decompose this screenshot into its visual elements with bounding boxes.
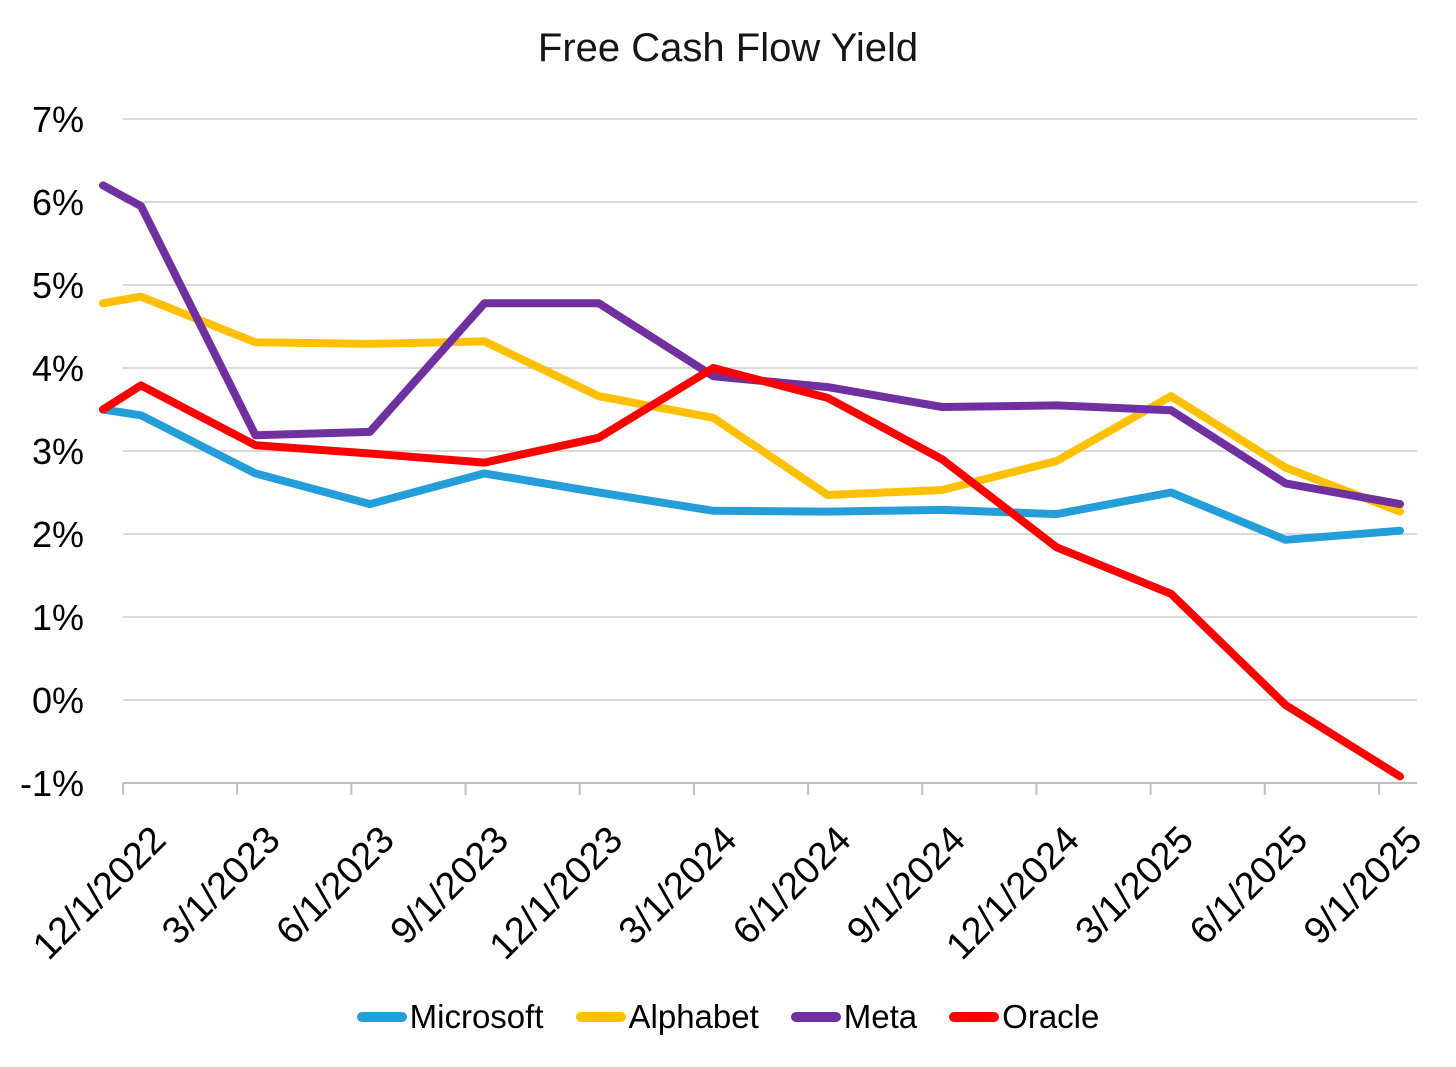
series-line-alphabet xyxy=(99,292,1404,516)
plot-area: 7%6%5%4%3%2%1%0%-1%12/1/20223/1/20236/1/… xyxy=(20,99,1430,968)
y-axis-label: 3% xyxy=(32,431,84,472)
x-axis-label: 3/1/2023 xyxy=(154,819,288,953)
x-axis-label: 12/1/2022 xyxy=(25,819,174,968)
x-axis-label: 9/1/2025 xyxy=(1296,819,1430,953)
x-axis-label: 3/1/2024 xyxy=(611,819,745,953)
x-axis-label: 6/1/2023 xyxy=(268,819,402,953)
y-axis-label: 2% xyxy=(32,514,84,555)
y-axis-label: 1% xyxy=(32,597,84,638)
series-line-oracle xyxy=(99,364,1404,781)
x-axis-label: 3/1/2025 xyxy=(1068,819,1202,953)
series-line-microsoft xyxy=(99,405,1404,544)
chart-title: Free Cash Flow Yield xyxy=(538,26,918,70)
y-axis-label: 6% xyxy=(32,182,84,223)
y-axis-label: -1% xyxy=(20,763,84,804)
x-axis-label: 6/1/2024 xyxy=(725,819,859,953)
series-line-meta xyxy=(99,181,1404,509)
y-axis-label: 7% xyxy=(32,99,84,140)
y-axis-label: 4% xyxy=(32,348,84,389)
y-axis-label: 5% xyxy=(32,265,84,306)
y-axis-label: 0% xyxy=(32,680,84,721)
x-axis-label: 6/1/2025 xyxy=(1182,819,1316,953)
